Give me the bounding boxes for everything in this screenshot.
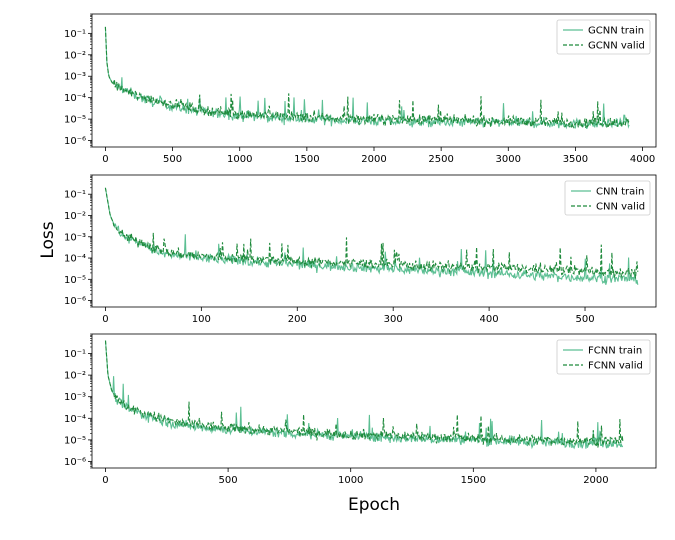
y-tick-label: 10⁻⁵ xyxy=(64,435,86,446)
y-tick-label: 10⁻³ xyxy=(64,392,86,403)
x-tick-label: 0 xyxy=(102,475,108,486)
y-tick-label: 10⁻¹ xyxy=(64,29,86,40)
legend-label: FCNN valid xyxy=(588,361,643,372)
legend-label: GCNN valid xyxy=(588,41,645,52)
y-tick-label: 10⁻⁴ xyxy=(64,254,86,265)
y-tick-label: 10⁻⁶ xyxy=(64,136,86,147)
y-tick-label: 10⁻⁶ xyxy=(64,296,86,307)
y-tick-label: 10⁻⁵ xyxy=(64,115,86,126)
y-tick-label: 10⁻² xyxy=(64,211,86,222)
y-tick-label: 10⁻⁶ xyxy=(64,457,86,468)
x-tick-label: 0 xyxy=(102,154,108,165)
legend-label: GCNN train xyxy=(588,26,644,37)
x-tick-label: 400 xyxy=(480,314,499,325)
y-tick-label: 10⁻⁴ xyxy=(64,93,86,104)
x-tick-label: 300 xyxy=(384,314,403,325)
x-tick-label: 500 xyxy=(219,475,238,486)
chart-panel-2: 0 100 200 300 400 500 10⁻⁶ 10⁻⁵ 10⁻⁴ 10⁻³ 10⁻² 10⁻¹… xyxy=(64,174,657,325)
series-line-fcnn-valid xyxy=(104,340,624,448)
x-tick-label: 1500 xyxy=(294,154,319,165)
y-tick-label: 10⁻⁵ xyxy=(64,275,86,286)
x-tick-label: 1000 xyxy=(227,154,252,165)
x-tick-label: 2500 xyxy=(428,154,453,165)
series-line-cnn-valid xyxy=(104,187,639,279)
series-line-fcnn-train xyxy=(104,340,624,450)
legend-box xyxy=(556,339,651,375)
series-line-gcnn-train xyxy=(104,26,630,130)
chart-panel-1: 0 500 1000 1500 2000 2500 3000 3500 4000 10⁻⁶ 10⁻⁵… xyxy=(64,13,657,165)
series-line-gcnn-valid xyxy=(104,26,630,129)
x-tick-label: 2000 xyxy=(361,154,386,165)
figure-ylabel: Loss xyxy=(38,221,58,258)
legend-label: FCNN train xyxy=(588,346,642,357)
panels: 0 500 1000 1500 2000 2500 3000 3500 400010⁻⁶10⁻⁵… xyxy=(64,13,657,486)
legend-box xyxy=(556,19,651,55)
chart-panel-3: 0 500 1000 1500 2000 10⁻⁶ 10⁻⁵ 10⁻⁴ 10⁻³ 10⁻² 10⁻¹… xyxy=(64,333,657,486)
legend-label: CNN valid xyxy=(596,202,645,213)
x-tick-label: 0 xyxy=(102,314,108,325)
x-tick-label: 4000 xyxy=(630,154,655,165)
legend-label: CNN train xyxy=(596,187,644,198)
x-tick-label: 100 xyxy=(192,314,211,325)
y-tick-label: 10⁻³ xyxy=(64,232,86,243)
plot-frame xyxy=(91,174,657,308)
x-tick-label: 500 xyxy=(575,314,594,325)
x-tick-label: 500 xyxy=(163,154,182,165)
x-tick-label: 200 xyxy=(288,314,307,325)
plot-frame xyxy=(91,333,657,469)
y-tick-label: 10⁻² xyxy=(64,50,86,61)
y-tick-label: 10⁻² xyxy=(64,371,86,382)
x-tick-label: 3500 xyxy=(563,154,588,165)
x-tick-label: 1500 xyxy=(461,475,486,486)
figure-xlabel: Epoch xyxy=(348,495,400,515)
x-tick-label: 1000 xyxy=(338,475,363,486)
y-tick-label: 10⁻³ xyxy=(64,72,86,83)
y-tick-label: 10⁻¹ xyxy=(64,190,86,201)
x-tick-label: 3000 xyxy=(496,154,521,165)
y-tick-label: 10⁻¹ xyxy=(64,349,86,360)
x-tick-label: 2000 xyxy=(583,475,608,486)
y-tick-label: 10⁻⁴ xyxy=(64,414,86,425)
